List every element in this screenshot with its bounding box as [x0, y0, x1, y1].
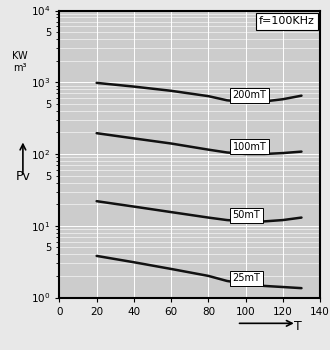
Text: 200mT: 200mT [233, 90, 266, 100]
Text: T: T [294, 320, 302, 333]
Text: f=100KHz: f=100KHz [259, 16, 315, 26]
Text: Pv: Pv [16, 170, 30, 183]
Text: 50mT: 50mT [233, 210, 260, 220]
Text: KW
m³: KW m³ [13, 51, 28, 73]
Text: 25mT: 25mT [233, 273, 260, 284]
Text: 100mT: 100mT [233, 142, 266, 152]
